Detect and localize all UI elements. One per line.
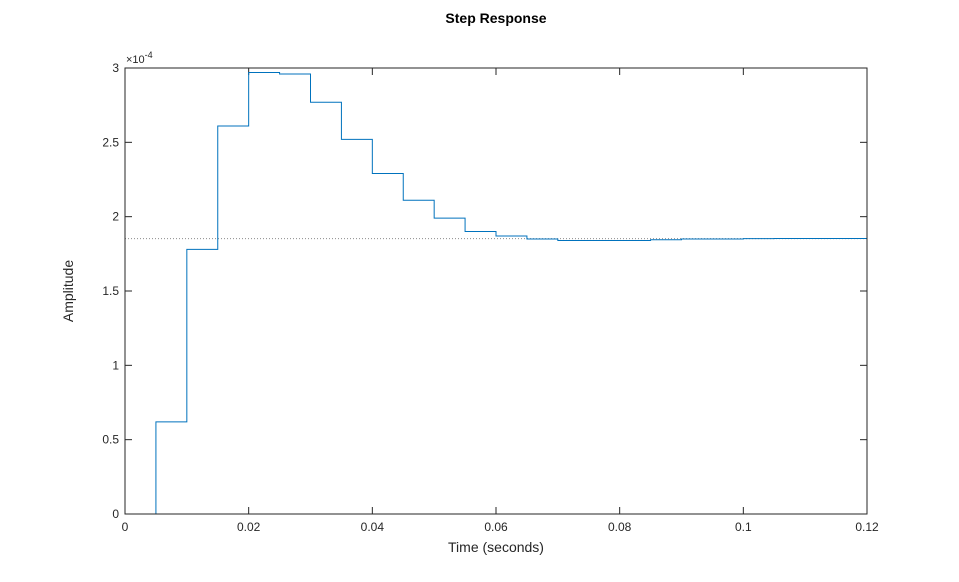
x-tick-label: 0.02 [237,520,261,534]
chart-title: Step Response [445,10,546,26]
y-axis-multiplier-exponent: -4 [145,50,153,60]
x-tick-label: 0.04 [361,520,385,534]
plot-area-frame [124,67,868,515]
x-tick-label: 0.08 [608,520,632,534]
y-tick-label: 0 [112,507,119,521]
y-tick-label: 1 [112,358,119,372]
y-tick-label: 0.5 [102,433,119,447]
x-tick-label: 0.1 [735,520,752,534]
x-tick-label: 0 [122,520,129,534]
y-tick-label: 2 [112,210,119,224]
y-tick-label: 1.5 [102,284,119,298]
x-tick-label: 0.12 [855,520,879,534]
y-axis-label: Amplitude [60,260,76,322]
y-axis-multiplier-base: ×10 [126,54,145,66]
y-tick-label: 3 [112,61,119,75]
step-response-series-line [125,71,867,515]
y-tick-label: 2.5 [102,135,119,149]
x-tick-label: 0.06 [484,520,508,534]
tick-layer: 0 0.02 0.04 0.06 0.08 0.1 0.12 0 0.5 1 1.5 2 2.5 3 [102,61,879,534]
series-layer [125,71,867,515]
y-axis-multiplier: ×10-4 [126,50,153,66]
x-axis-label: Time (seconds) [448,539,544,555]
